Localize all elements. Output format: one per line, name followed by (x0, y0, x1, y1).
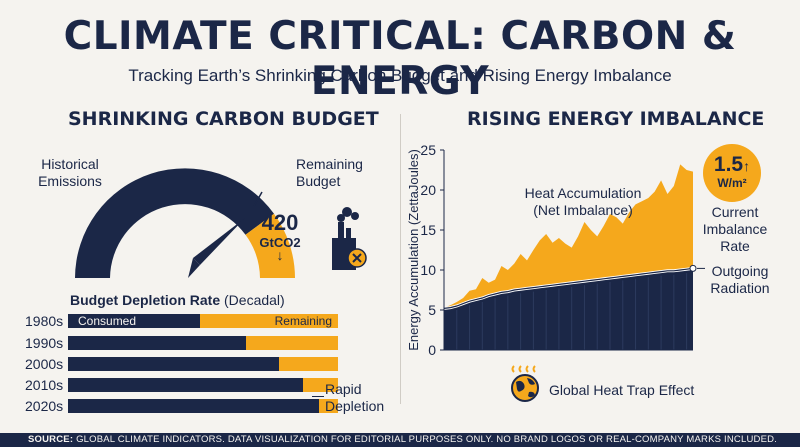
remaining-arrow: ↓ (276, 247, 284, 263)
rate-value-line: 1.5↑ (703, 154, 761, 177)
factory-icon (332, 207, 367, 270)
carbon-gauge (75, 168, 367, 278)
bar-remaining-segment (68, 399, 338, 413)
bar-consumed-segment (68, 399, 320, 413)
y-axis-label: Energy Accumulation (ZettaJoules) (406, 149, 421, 351)
remaining-inline-label: Remaining (274, 314, 332, 328)
outgoing-label-line1: Outgoing (711, 263, 769, 279)
bar-consumed-segment (68, 336, 247, 350)
remaining-label-line1: Remaining (296, 156, 363, 172)
section-divider (400, 114, 401, 404)
bar-remaining-segment: Consumed Remaining (68, 314, 338, 328)
bars-title-normal: (Decadal) (224, 292, 285, 308)
carbon-budget-heading: SHRINKING CARBON BUDGET (68, 108, 379, 130)
y-tick-label: 15 (420, 222, 436, 238)
imbalance-rate-badge: 1.5↑ W/m² (703, 144, 761, 202)
bar-category-label: 1980s (25, 313, 64, 329)
page-title: CLIMATE CRITICAL: CARBON & ENERGY (63, 14, 737, 104)
globe-heat-icon (511, 365, 539, 402)
gauge-needle (193, 218, 245, 265)
rate-arrow: ↑ (743, 158, 751, 174)
bar-consumed-segment (68, 357, 279, 371)
remaining-label-line2: Budget (296, 173, 341, 189)
gauge-bracket (253, 191, 263, 207)
bar-row-2000s: 2000s (25, 356, 338, 373)
energy-imbalance-heading: RISING ENERGY IMBALANCE (467, 108, 765, 130)
current-label-line3: Rate (720, 238, 750, 254)
bar-consumed-segment (68, 314, 201, 328)
source-text: GLOBAL CLIMATE INDICATORS. DATA VISUALIZ… (76, 434, 778, 445)
y-tick-label: 0 (428, 342, 436, 358)
gauge-consumed-arc (75, 168, 274, 278)
bar-row-2020s: 2020s (25, 398, 338, 415)
rapid-label-line1: Rapid (325, 381, 362, 397)
outgoing-label-line2: Radiation (710, 280, 770, 296)
outgoing-radiation-line (443, 267, 694, 309)
gauge-remaining-arc (245, 213, 295, 278)
y-tick-label: 25 (420, 142, 436, 158)
bar-category-label: 2020s (25, 398, 64, 414)
bar-category-label: 2010s (25, 377, 64, 393)
bar-row-1990s: 1990s (25, 335, 338, 352)
consumed-inline-label: Consumed (78, 314, 137, 328)
current-imbalance-label: Current Imbalance Rate (694, 204, 776, 255)
rate-value: 1.5 (713, 153, 744, 176)
y-tick-label: 5 (428, 302, 436, 318)
historical-label-line1: Historical (41, 156, 99, 172)
remaining-budget-label: Remaining Budget (296, 156, 396, 190)
remaining-value: 420 (261, 210, 299, 235)
rate-unit: W/m² (717, 176, 747, 190)
bar-category-label: 1990s (25, 335, 64, 351)
bar-row-2010s: 2010s (25, 377, 338, 394)
source-label: SOURCE: (28, 434, 74, 445)
depletion-chart-title: Budget Depletion Rate (Decadal) (70, 292, 285, 308)
y-tick-label: 10 (420, 262, 436, 278)
source-footer: SOURCE: GLOBAL CLIMATE INDICATORS. DATA … (0, 433, 800, 447)
bar-row-1980s: 1980s Consumed Remaining (25, 313, 338, 330)
outgoing-radiation-area (444, 268, 693, 350)
rapid-depletion-pointer (312, 396, 324, 397)
bar-remaining-segment (68, 336, 338, 350)
bars-title-bold: Budget Depletion Rate (70, 292, 221, 308)
current-label-line1: Current (711, 204, 759, 220)
heat-label-line2: (Net Imbalance) (533, 202, 633, 218)
y-tick-label: 20 (420, 182, 436, 198)
global-heat-trap-label: Global Heat Trap Effect (549, 382, 695, 398)
outgoing-radiation-label: Outgoing Radiation (706, 263, 774, 297)
bar-category-label: 2000s (25, 356, 64, 372)
rapid-depletion-label: Rapid Depletion (325, 381, 384, 415)
remaining-unit: GtCO2 (259, 235, 301, 250)
heat-accumulation-label: Heat Accumulation (Net Imbalance) (518, 185, 648, 219)
outgoing-radiation-endpoint (689, 264, 697, 272)
historical-label-line2: Emissions (38, 173, 102, 189)
current-label-line2: Imbalance (702, 221, 768, 237)
bar-remaining-segment (68, 357, 338, 371)
bar-remaining-segment (68, 378, 338, 392)
bar-consumed-segment (68, 378, 303, 392)
gauge-needle-tail (188, 258, 200, 278)
page-subtitle: Tracking Earth’s Shrinking Carbon Budget… (128, 66, 672, 85)
heat-accumulation-area (444, 164, 693, 309)
historical-emissions-label: Historical Emissions (20, 156, 120, 190)
heat-label-line1: Heat Accumulation (524, 185, 642, 201)
rapid-label-line2: Depletion (325, 398, 385, 414)
